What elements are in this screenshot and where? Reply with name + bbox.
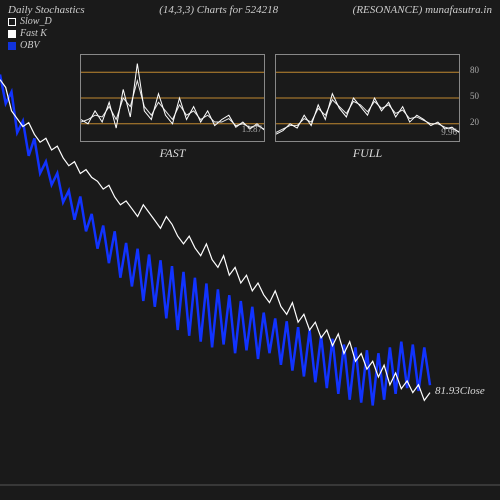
legend-slowd-label: Slow_D: [20, 16, 52, 28]
chart-symbol: (RESONANCE) munafasutra.in: [353, 4, 492, 16]
chart-params: (14,3,3) Charts for 524218: [159, 4, 278, 16]
close-text: Close: [460, 385, 485, 397]
main-chart: [0, 40, 500, 500]
swatch-slowd: [8, 18, 16, 26]
close-value: 81.93: [435, 385, 460, 397]
close-label: 81.93Close: [435, 385, 485, 397]
legend-fastk: Fast K: [8, 28, 492, 40]
swatch-fastk: [8, 30, 16, 38]
legend-fastk-label: Fast K: [20, 28, 47, 40]
legend-slowd: Slow_D: [8, 16, 492, 28]
chart-title: Daily Stochastics: [8, 4, 85, 16]
